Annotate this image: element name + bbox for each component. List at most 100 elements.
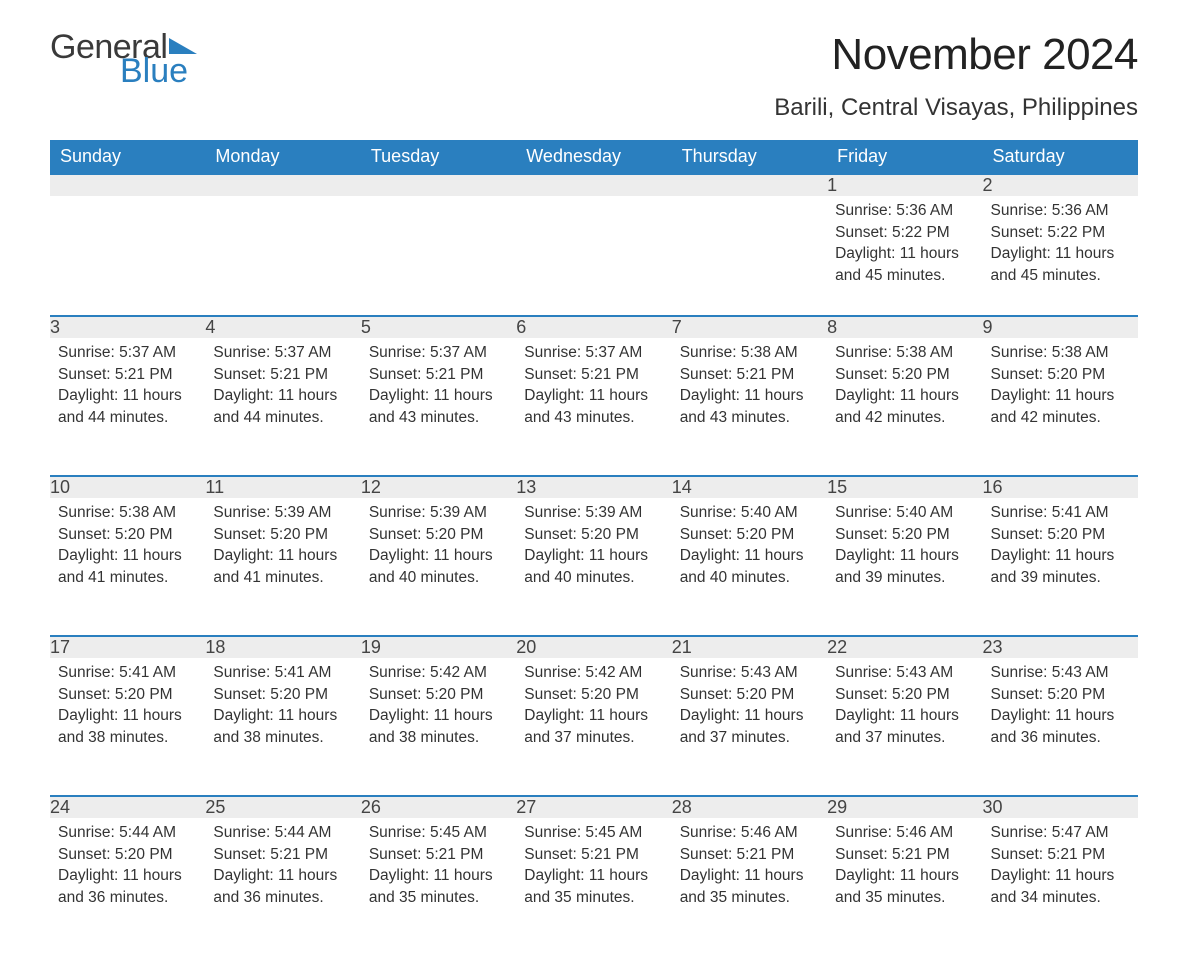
day-details: Sunrise: 5:36 AMSunset: 5:22 PMDaylight:… bbox=[827, 196, 982, 295]
day-number: 23 bbox=[983, 636, 1138, 658]
sunrise-line: Sunrise: 5:40 AM bbox=[835, 502, 974, 524]
day-number-row: 10111213141516 bbox=[50, 476, 1138, 498]
day-number: 27 bbox=[516, 796, 671, 818]
sunset-line: Sunset: 5:21 PM bbox=[213, 364, 352, 386]
day-details: Sunrise: 5:46 AMSunset: 5:21 PMDaylight:… bbox=[672, 818, 827, 917]
empty-day-body bbox=[361, 196, 516, 316]
day-number: 13 bbox=[516, 476, 671, 498]
sunset-line: Sunset: 5:20 PM bbox=[213, 524, 352, 546]
day-cell: Sunrise: 5:37 AMSunset: 5:21 PMDaylight:… bbox=[361, 338, 516, 476]
day-cell: Sunrise: 5:43 AMSunset: 5:20 PMDaylight:… bbox=[983, 658, 1138, 796]
day-body-row: Sunrise: 5:36 AMSunset: 5:22 PMDaylight:… bbox=[50, 196, 1138, 316]
day-details: Sunrise: 5:40 AMSunset: 5:20 PMDaylight:… bbox=[672, 498, 827, 597]
sunrise-line: Sunrise: 5:45 AM bbox=[524, 822, 663, 844]
day-cell: Sunrise: 5:38 AMSunset: 5:21 PMDaylight:… bbox=[672, 338, 827, 476]
sunset-line: Sunset: 5:20 PM bbox=[58, 684, 197, 706]
day-details: Sunrise: 5:43 AMSunset: 5:20 PMDaylight:… bbox=[983, 658, 1138, 757]
empty-day-body bbox=[516, 196, 671, 316]
day-number: 8 bbox=[827, 316, 982, 338]
daylight-line: Daylight: 11 hours and 43 minutes. bbox=[369, 385, 508, 428]
daylight-line: Daylight: 11 hours and 45 minutes. bbox=[835, 243, 974, 286]
sunrise-line: Sunrise: 5:40 AM bbox=[680, 502, 819, 524]
day-cell: Sunrise: 5:44 AMSunset: 5:21 PMDaylight:… bbox=[205, 818, 360, 956]
empty-day bbox=[672, 174, 827, 196]
empty-day-body bbox=[50, 196, 205, 316]
day-cell: Sunrise: 5:46 AMSunset: 5:21 PMDaylight:… bbox=[672, 818, 827, 956]
daylight-line: Daylight: 11 hours and 38 minutes. bbox=[369, 705, 508, 748]
day-number: 10 bbox=[50, 476, 205, 498]
day-number: 17 bbox=[50, 636, 205, 658]
sunrise-line: Sunrise: 5:44 AM bbox=[58, 822, 197, 844]
sunrise-line: Sunrise: 5:37 AM bbox=[58, 342, 197, 364]
empty-day bbox=[205, 174, 360, 196]
day-cell: Sunrise: 5:43 AMSunset: 5:20 PMDaylight:… bbox=[672, 658, 827, 796]
weekday-header: Saturday bbox=[983, 140, 1138, 174]
sunset-line: Sunset: 5:20 PM bbox=[213, 684, 352, 706]
day-number: 11 bbox=[205, 476, 360, 498]
day-details: Sunrise: 5:40 AMSunset: 5:20 PMDaylight:… bbox=[827, 498, 982, 597]
sunset-line: Sunset: 5:20 PM bbox=[58, 524, 197, 546]
sunset-line: Sunset: 5:20 PM bbox=[991, 524, 1130, 546]
day-cell: Sunrise: 5:43 AMSunset: 5:20 PMDaylight:… bbox=[827, 658, 982, 796]
weekday-header: Sunday bbox=[50, 140, 205, 174]
day-details: Sunrise: 5:47 AMSunset: 5:21 PMDaylight:… bbox=[983, 818, 1138, 917]
day-cell: Sunrise: 5:47 AMSunset: 5:21 PMDaylight:… bbox=[983, 818, 1138, 956]
day-details: Sunrise: 5:39 AMSunset: 5:20 PMDaylight:… bbox=[516, 498, 671, 597]
sunset-line: Sunset: 5:20 PM bbox=[369, 524, 508, 546]
day-number: 28 bbox=[672, 796, 827, 818]
day-cell: Sunrise: 5:41 AMSunset: 5:20 PMDaylight:… bbox=[205, 658, 360, 796]
day-cell: Sunrise: 5:46 AMSunset: 5:21 PMDaylight:… bbox=[827, 818, 982, 956]
sunset-line: Sunset: 5:21 PM bbox=[524, 364, 663, 386]
day-details: Sunrise: 5:43 AMSunset: 5:20 PMDaylight:… bbox=[827, 658, 982, 757]
daylight-line: Daylight: 11 hours and 39 minutes. bbox=[835, 545, 974, 588]
day-cell: Sunrise: 5:42 AMSunset: 5:20 PMDaylight:… bbox=[516, 658, 671, 796]
day-number: 15 bbox=[827, 476, 982, 498]
daylight-line: Daylight: 11 hours and 44 minutes. bbox=[213, 385, 352, 428]
daylight-line: Daylight: 11 hours and 35 minutes. bbox=[835, 865, 974, 908]
sunset-line: Sunset: 5:21 PM bbox=[680, 364, 819, 386]
daylight-line: Daylight: 11 hours and 35 minutes. bbox=[369, 865, 508, 908]
daylight-line: Daylight: 11 hours and 36 minutes. bbox=[991, 705, 1130, 748]
sunrise-line: Sunrise: 5:39 AM bbox=[524, 502, 663, 524]
daylight-line: Daylight: 11 hours and 40 minutes. bbox=[369, 545, 508, 588]
daylight-line: Daylight: 11 hours and 34 minutes. bbox=[991, 865, 1130, 908]
sunset-line: Sunset: 5:21 PM bbox=[369, 844, 508, 866]
day-number: 5 bbox=[361, 316, 516, 338]
sunrise-line: Sunrise: 5:38 AM bbox=[991, 342, 1130, 364]
day-number: 14 bbox=[672, 476, 827, 498]
sunset-line: Sunset: 5:20 PM bbox=[835, 524, 974, 546]
day-number: 18 bbox=[205, 636, 360, 658]
sunrise-line: Sunrise: 5:37 AM bbox=[524, 342, 663, 364]
day-number: 24 bbox=[50, 796, 205, 818]
day-cell: Sunrise: 5:38 AMSunset: 5:20 PMDaylight:… bbox=[983, 338, 1138, 476]
sunrise-line: Sunrise: 5:44 AM bbox=[213, 822, 352, 844]
day-body-row: Sunrise: 5:37 AMSunset: 5:21 PMDaylight:… bbox=[50, 338, 1138, 476]
daylight-line: Daylight: 11 hours and 43 minutes. bbox=[524, 385, 663, 428]
sunset-line: Sunset: 5:21 PM bbox=[58, 364, 197, 386]
day-details: Sunrise: 5:45 AMSunset: 5:21 PMDaylight:… bbox=[361, 818, 516, 917]
empty-day bbox=[516, 174, 671, 196]
day-cell: Sunrise: 5:45 AMSunset: 5:21 PMDaylight:… bbox=[516, 818, 671, 956]
day-details: Sunrise: 5:38 AMSunset: 5:20 PMDaylight:… bbox=[827, 338, 982, 437]
day-cell: Sunrise: 5:38 AMSunset: 5:20 PMDaylight:… bbox=[50, 498, 205, 636]
daylight-line: Daylight: 11 hours and 37 minutes. bbox=[835, 705, 974, 748]
sunrise-line: Sunrise: 5:41 AM bbox=[58, 662, 197, 684]
daylight-line: Daylight: 11 hours and 39 minutes. bbox=[991, 545, 1130, 588]
day-number: 2 bbox=[983, 174, 1138, 196]
day-number: 22 bbox=[827, 636, 982, 658]
daylight-line: Daylight: 11 hours and 36 minutes. bbox=[58, 865, 197, 908]
day-details: Sunrise: 5:45 AMSunset: 5:21 PMDaylight:… bbox=[516, 818, 671, 917]
logo-text-blue: Blue bbox=[120, 54, 201, 88]
day-details: Sunrise: 5:42 AMSunset: 5:20 PMDaylight:… bbox=[361, 658, 516, 757]
sunrise-line: Sunrise: 5:42 AM bbox=[524, 662, 663, 684]
daylight-line: Daylight: 11 hours and 43 minutes. bbox=[680, 385, 819, 428]
day-cell: Sunrise: 5:39 AMSunset: 5:20 PMDaylight:… bbox=[516, 498, 671, 636]
day-cell: Sunrise: 5:39 AMSunset: 5:20 PMDaylight:… bbox=[361, 498, 516, 636]
day-number-row: 12 bbox=[50, 174, 1138, 196]
day-details: Sunrise: 5:38 AMSunset: 5:20 PMDaylight:… bbox=[50, 498, 205, 597]
day-details: Sunrise: 5:38 AMSunset: 5:20 PMDaylight:… bbox=[983, 338, 1138, 437]
day-details: Sunrise: 5:44 AMSunset: 5:21 PMDaylight:… bbox=[205, 818, 360, 917]
day-details: Sunrise: 5:41 AMSunset: 5:20 PMDaylight:… bbox=[983, 498, 1138, 597]
sunset-line: Sunset: 5:20 PM bbox=[58, 844, 197, 866]
day-cell: Sunrise: 5:40 AMSunset: 5:20 PMDaylight:… bbox=[672, 498, 827, 636]
